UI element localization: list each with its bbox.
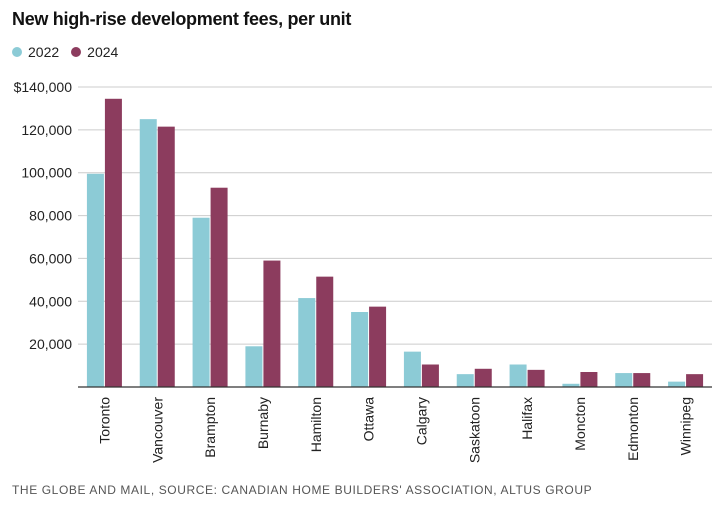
bar-2024-halifax (527, 369, 545, 387)
x-tick-label: Halifax (519, 397, 535, 440)
legend: 2022 2024 (12, 44, 130, 60)
y-tick-label: 20,000 (29, 336, 72, 352)
bar-2022-burnaby (245, 346, 263, 387)
legend-label-2024: 2024 (87, 44, 119, 60)
bar-2022-calgary (403, 351, 421, 387)
legend-swatch-2022 (12, 47, 22, 57)
x-tick-label: Hamilton (308, 397, 324, 452)
bar-2024-hamilton (316, 276, 334, 387)
x-tick-label: Saskatoon (466, 397, 482, 463)
bar-2022-ottawa (351, 312, 369, 387)
x-tick-label: Vancouver (149, 397, 165, 463)
bar-2022-brampton (192, 217, 210, 387)
bar-2024-vancouver (157, 126, 175, 388)
bar-2024-edmonton (633, 373, 651, 387)
x-tick-label: Calgary (413, 397, 429, 445)
bar-2024-saskatoon (474, 368, 492, 387)
x-tick-label: Moncton (572, 397, 588, 451)
y-tick-label: 80,000 (29, 208, 72, 224)
y-tick-label: 120,000 (21, 122, 72, 138)
x-tick-label: Toronto (96, 397, 112, 444)
bar-2022-toronto (86, 173, 104, 387)
y-tick-label: 40,000 (29, 293, 72, 309)
bar-2022-saskatoon (456, 374, 474, 387)
bar-2024-burnaby (263, 260, 281, 387)
bar-2024-ottawa (369, 306, 387, 387)
legend-swatch-2024 (71, 47, 82, 57)
bar-2024-brampton (210, 187, 228, 387)
bar-2022-halifax (509, 364, 527, 387)
y-tick-label: 60,000 (29, 250, 72, 266)
y-tick-label: $140,000 (14, 79, 73, 95)
bar-2024-moncton (580, 372, 598, 387)
bar-2022-hamilton (298, 298, 316, 387)
legend-item-2024: 2024 (71, 44, 118, 60)
legend-label-2022: 2022 (28, 44, 60, 60)
legend-item-2022: 2022 (12, 44, 59, 60)
bar-2024-calgary (421, 364, 439, 387)
x-tick-label: Brampton (202, 397, 218, 458)
x-tick-label: Ottawa (361, 397, 377, 442)
bar-2022-edmonton (615, 373, 633, 387)
bar-2022-vancouver (139, 119, 157, 388)
x-tick-label: Winnipeg (678, 397, 694, 455)
bar-2024-winnipeg (686, 374, 704, 387)
bar-2022-winnipeg (668, 381, 686, 387)
x-tick-label: Edmonton (625, 397, 641, 461)
bar-2022-moncton (562, 383, 580, 387)
x-tick-label: Burnaby (255, 397, 271, 449)
bar-2024-toronto (104, 98, 122, 388)
chart-title: New high-rise development fees, per unit (12, 9, 352, 29)
source-note: THE GLOBE AND MAIL, SOURCE: CANADIAN HOM… (12, 483, 593, 497)
y-tick-label: 100,000 (21, 165, 72, 181)
